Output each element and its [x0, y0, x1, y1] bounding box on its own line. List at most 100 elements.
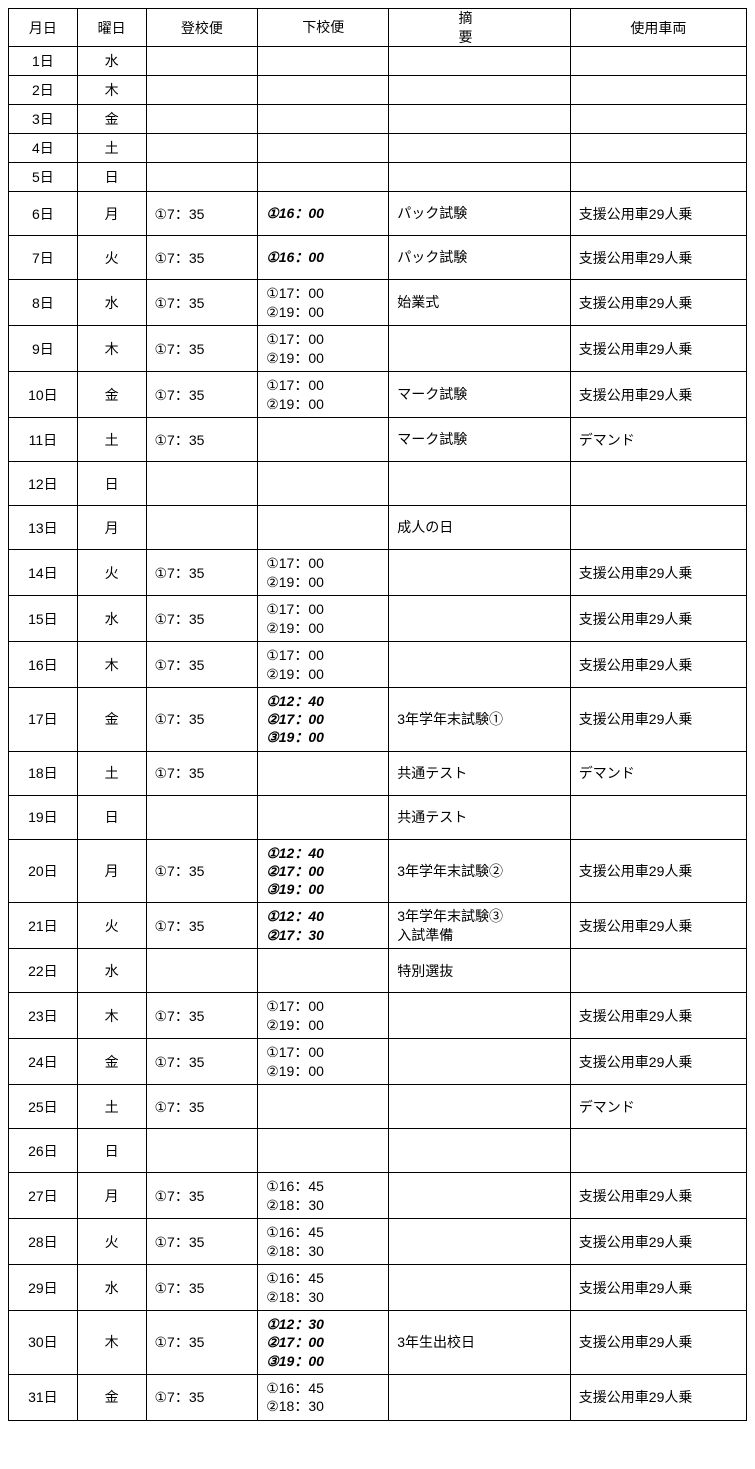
cell-arrival — [146, 506, 258, 550]
cell-date: 14日 — [9, 550, 78, 596]
table-row: 10日金①7：35①17：00 ②19：00マーク試験支援公用車29人乗 — [9, 372, 747, 418]
cell-note: マーク試験 — [389, 372, 571, 418]
cell-day: 金 — [77, 1039, 146, 1085]
header-departure: 下校便 — [258, 9, 389, 47]
cell-day: 月 — [77, 506, 146, 550]
cell-note: 始業式 — [389, 280, 571, 326]
cell-date: 1日 — [9, 47, 78, 76]
cell-day: 火 — [77, 903, 146, 949]
cell-note — [389, 642, 571, 688]
cell-departure: ①17：00 ②19：00 — [258, 550, 389, 596]
cell-departure: ①17：00 ②19：00 — [258, 1039, 389, 1085]
cell-arrival: ①7：35 — [146, 1219, 258, 1265]
cell-day: 日 — [77, 1129, 146, 1173]
cell-departure — [258, 134, 389, 163]
cell-vehicle: 支援公用車29人乗 — [570, 236, 746, 280]
cell-day: 木 — [77, 993, 146, 1039]
cell-vehicle: 支援公用車29人乗 — [570, 1039, 746, 1085]
cell-arrival: ①7：35 — [146, 688, 258, 752]
cell-vehicle: 支援公用車29人乗 — [570, 839, 746, 903]
table-row: 18日土①7：35共通テストデマンド — [9, 751, 747, 795]
cell-vehicle: 支援公用車29人乗 — [570, 596, 746, 642]
cell-vehicle — [570, 506, 746, 550]
table-row: 31日金①7：35①16：45 ②18：30支援公用車29人乗 — [9, 1374, 747, 1420]
cell-departure — [258, 751, 389, 795]
cell-vehicle — [570, 462, 746, 506]
table-row: 23日木①7：35①17：00 ②19：00支援公用車29人乗 — [9, 993, 747, 1039]
cell-note: 3年学年末試験② — [389, 839, 571, 903]
cell-note: 共通テスト — [389, 751, 571, 795]
cell-departure: ①12：30 ②17：00 ③19：00 — [258, 1311, 389, 1375]
cell-note — [389, 163, 571, 192]
cell-day: 月 — [77, 192, 146, 236]
table-row: 2日木 — [9, 76, 747, 105]
cell-vehicle: 支援公用車29人乗 — [570, 903, 746, 949]
cell-note — [389, 993, 571, 1039]
cell-arrival — [146, 949, 258, 993]
cell-date: 20日 — [9, 839, 78, 903]
table-row: 21日火①7：35①12：40 ②17：303年学年末試験③ 入試準備支援公用車… — [9, 903, 747, 949]
cell-date: 6日 — [9, 192, 78, 236]
cell-date: 13日 — [9, 506, 78, 550]
cell-day: 水 — [77, 949, 146, 993]
cell-date: 17日 — [9, 688, 78, 752]
table-row: 15日水①7：35①17：00 ②19：00支援公用車29人乗 — [9, 596, 747, 642]
cell-arrival: ①7：35 — [146, 1039, 258, 1085]
table-row: 8日水①7：35①17：00 ②19：00始業式支援公用車29人乗 — [9, 280, 747, 326]
cell-note — [389, 1173, 571, 1219]
cell-vehicle: 支援公用車29人乗 — [570, 1311, 746, 1375]
cell-departure — [258, 795, 389, 839]
cell-date: 21日 — [9, 903, 78, 949]
table-row: 26日日 — [9, 1129, 747, 1173]
cell-arrival: ①7：35 — [146, 1173, 258, 1219]
cell-date: 8日 — [9, 280, 78, 326]
table-row: 17日金①7：35①12：40 ②17：00 ③19：003年学年末試験①支援公… — [9, 688, 747, 752]
cell-arrival: ①7：35 — [146, 326, 258, 372]
cell-arrival: ①7：35 — [146, 642, 258, 688]
cell-departure: ①16：45 ②18：30 — [258, 1173, 389, 1219]
cell-departure — [258, 949, 389, 993]
cell-arrival: ①7：35 — [146, 596, 258, 642]
cell-note: 特別選抜 — [389, 949, 571, 993]
table-row: 5日日 — [9, 163, 747, 192]
cell-note — [389, 134, 571, 163]
table-row: 25日土①7：35デマンド — [9, 1085, 747, 1129]
table-row: 7日火①7：35①16：00パック試験支援公用車29人乗 — [9, 236, 747, 280]
cell-vehicle: 支援公用車29人乗 — [570, 1374, 746, 1420]
cell-date: 24日 — [9, 1039, 78, 1085]
cell-departure: ①12：40 ②17：00 ③19：00 — [258, 839, 389, 903]
cell-date: 23日 — [9, 993, 78, 1039]
cell-day: 金 — [77, 372, 146, 418]
cell-day: 火 — [77, 1219, 146, 1265]
table-row: 14日火①7：35①17：00 ②19：00支援公用車29人乗 — [9, 550, 747, 596]
cell-departure — [258, 418, 389, 462]
cell-vehicle: 支援公用車29人乗 — [570, 192, 746, 236]
cell-arrival: ①7：35 — [146, 1085, 258, 1129]
cell-note: 共通テスト — [389, 795, 571, 839]
cell-date: 18日 — [9, 751, 78, 795]
cell-note — [389, 47, 571, 76]
cell-note — [389, 1085, 571, 1129]
cell-day: 水 — [77, 280, 146, 326]
header-arrival: 登校便 — [146, 9, 258, 47]
table-row: 27日月①7：35①16：45 ②18：30支援公用車29人乗 — [9, 1173, 747, 1219]
cell-date: 9日 — [9, 326, 78, 372]
cell-vehicle — [570, 949, 746, 993]
cell-departure: ①17：00 ②19：00 — [258, 326, 389, 372]
cell-day: 水 — [77, 596, 146, 642]
cell-arrival — [146, 163, 258, 192]
cell-date: 7日 — [9, 236, 78, 280]
cell-departure: ①17：00 ②19：00 — [258, 596, 389, 642]
cell-date: 3日 — [9, 105, 78, 134]
header-date: 月日 — [9, 9, 78, 47]
cell-departure: ①17：00 ②19：00 — [258, 642, 389, 688]
cell-note — [389, 1219, 571, 1265]
cell-vehicle: 支援公用車29人乗 — [570, 688, 746, 752]
cell-day: 木 — [77, 642, 146, 688]
cell-date: 27日 — [9, 1173, 78, 1219]
cell-day: 木 — [77, 76, 146, 105]
cell-day: 土 — [77, 418, 146, 462]
cell-vehicle: 支援公用車29人乗 — [570, 642, 746, 688]
cell-date: 25日 — [9, 1085, 78, 1129]
cell-departure — [258, 506, 389, 550]
